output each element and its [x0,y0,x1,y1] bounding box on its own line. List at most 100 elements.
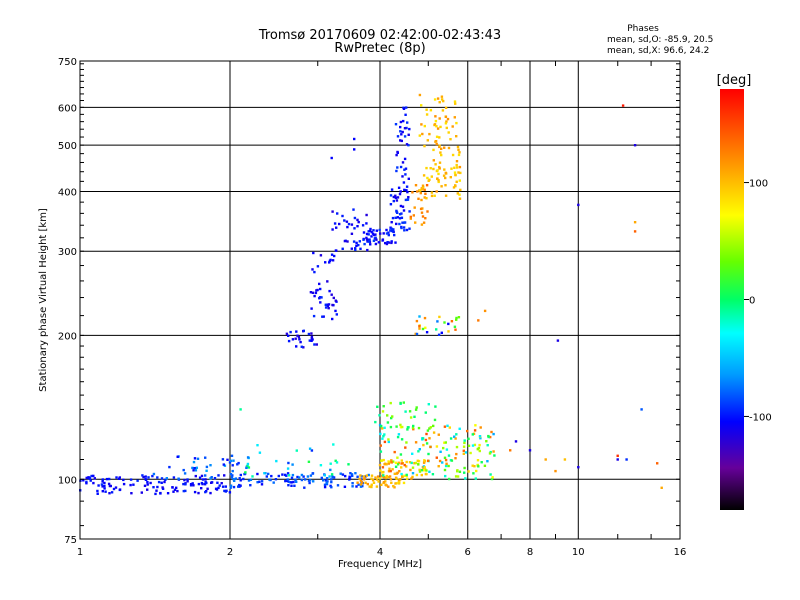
data-point [176,455,179,458]
data-point [204,456,207,459]
data-point [420,223,424,226]
data-point [296,475,299,479]
data-point [420,123,423,126]
data-point [454,437,457,440]
data-point [387,440,390,444]
data-point [330,478,333,481]
data-point [402,401,405,404]
data-point [357,243,360,247]
data-point [302,329,305,332]
data-point [390,229,393,233]
data-point [324,303,327,306]
data-point [411,475,414,479]
data-point [89,479,92,482]
data-point [186,478,189,481]
data-point [356,475,359,478]
data-point [183,472,187,475]
data-point [157,480,161,484]
data-point [365,213,368,217]
data-point [173,488,177,491]
data-point [426,429,430,432]
data-point [335,313,338,316]
data-point [577,203,580,207]
data-point [438,315,441,319]
data-point [434,163,437,166]
data-point [445,448,449,451]
data-point [365,232,369,236]
data-point [389,425,393,429]
data-point [380,459,383,462]
data-point [237,485,240,488]
colorbar-label: [deg] [717,73,752,88]
data-point [425,108,428,111]
data-point [489,473,492,476]
data-point [350,247,353,250]
data-point [429,167,432,170]
data-point [414,221,417,224]
data-point [394,123,398,126]
data-point [117,477,121,480]
data-point [416,459,419,462]
data-point [414,184,418,187]
data-point [385,228,388,232]
data-point [321,315,324,318]
data-point [360,481,364,484]
data-point [375,238,378,241]
data-point [290,484,293,487]
data-point [429,426,432,429]
data-point [229,484,233,487]
data-point [146,483,149,486]
data-point [272,481,275,484]
data-point [318,282,321,286]
data-point [322,315,325,318]
data-points [79,93,663,496]
data-point [444,194,448,197]
y-tick-label: 300 [58,247,77,258]
data-point [295,345,298,348]
data-point [246,462,250,466]
data-point [383,440,387,444]
data-point [300,473,304,477]
data-point [419,207,423,211]
data-point [140,491,143,494]
data-point [186,480,189,483]
data-point [417,463,420,466]
data-point [375,229,378,232]
data-point [389,203,393,206]
data-point [380,425,383,428]
data-point [326,480,329,483]
data-point [488,452,492,455]
data-point [396,211,399,214]
data-point [104,490,107,493]
stats-heading: Phases [627,24,659,34]
data-point [411,191,414,194]
data-point [450,320,454,323]
data-point [152,472,156,476]
data-point [376,475,380,478]
data-point [101,478,104,481]
data-point [405,189,408,192]
data-point [204,474,207,477]
data-point [381,437,384,440]
data-point [405,441,408,444]
data-point [198,476,202,479]
data-point [435,190,438,193]
stats-x-mode: mean, sd,X: 96.6, 24.2 [607,46,709,56]
data-point [390,481,393,484]
data-point [463,441,466,445]
data-point [417,450,420,453]
data-point [149,481,152,485]
data-point [265,475,268,478]
data-point [463,471,466,474]
data-point [396,196,400,199]
data-point [405,185,409,188]
data-point [343,219,346,222]
data-point [387,241,391,244]
data-point [428,178,431,181]
data-point [444,122,448,125]
data-point [200,487,203,490]
data-point [403,188,406,192]
data-point [416,190,419,193]
data-point [429,109,433,112]
data-point [404,410,407,413]
